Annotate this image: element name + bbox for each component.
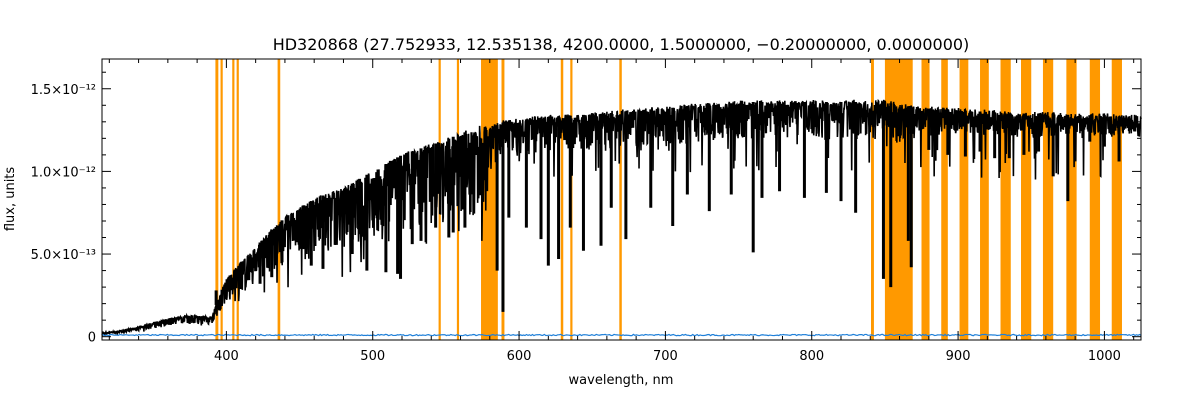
y-axis-label: flux, units [3,167,18,232]
x-tick-label-600: 600 [507,349,532,364]
masked-region-0 [215,59,219,340]
masked-region-23 [1111,59,1122,340]
x-tick-label-400: 400 [214,349,239,364]
x-tick-label-800: 800 [799,349,824,364]
x-axis: 400 500 600 700 800 900 1000 [108,59,1135,364]
masked-region-1 [220,59,223,340]
masked-region-20 [1042,59,1054,340]
masked-region-4 [277,59,281,340]
x-axis-label: wavelength, nm [569,373,674,388]
masked-region-15 [941,59,948,340]
chart-title: HD320868 (27.752933, 12.535138, 4200.000… [273,35,970,54]
masked-region-16 [959,59,969,340]
masked-region-19 [1021,59,1032,340]
y-tick-label-0: 0 [88,331,96,346]
masked-regions [215,59,1122,340]
flux-series [101,98,1142,338]
flux-line [101,98,1142,338]
masked-region-22 [1089,59,1101,340]
error-series [101,333,1142,337]
y-tick-label-3: 1.5×10⁻¹² [31,83,96,98]
masked-region-9 [560,59,564,340]
masked-region-11 [619,59,622,340]
masked-region-21 [1066,59,1077,340]
masked-region-17 [980,59,989,340]
error-line [101,333,1142,337]
masked-region-18 [1000,59,1011,340]
masked-region-2 [232,59,235,340]
masked-region-14 [921,59,930,340]
y-tick-label-1: 5.0×10⁻¹³ [31,248,96,263]
y-axis: 0 5.0×10⁻¹³ 1.0×10⁻¹² 1.5×10⁻¹² [31,71,1141,346]
x-tick-label-1000: 1000 [1088,349,1121,364]
x-tick-label-700: 700 [653,349,678,364]
x-tick-label-900: 900 [946,349,971,364]
x-tick-label-500: 500 [360,349,385,364]
masked-region-3 [236,59,239,340]
masked-region-12 [871,59,874,340]
y-tick-label-2: 1.0×10⁻¹² [31,165,96,180]
plot-frame [101,58,1142,341]
